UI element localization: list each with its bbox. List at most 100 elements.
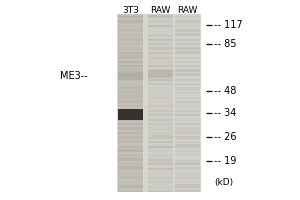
FancyBboxPatch shape (148, 173, 173, 174)
FancyBboxPatch shape (175, 136, 200, 139)
FancyBboxPatch shape (148, 43, 173, 45)
FancyBboxPatch shape (148, 135, 173, 139)
FancyBboxPatch shape (175, 131, 200, 134)
FancyBboxPatch shape (118, 16, 143, 18)
FancyBboxPatch shape (148, 191, 173, 192)
FancyBboxPatch shape (118, 29, 143, 32)
FancyBboxPatch shape (118, 55, 143, 58)
FancyBboxPatch shape (148, 74, 173, 76)
FancyBboxPatch shape (118, 20, 143, 23)
FancyBboxPatch shape (148, 31, 173, 32)
FancyBboxPatch shape (118, 182, 143, 183)
FancyBboxPatch shape (148, 168, 173, 170)
FancyBboxPatch shape (118, 136, 143, 139)
FancyBboxPatch shape (118, 80, 143, 81)
FancyBboxPatch shape (175, 150, 200, 152)
FancyBboxPatch shape (175, 173, 200, 174)
FancyBboxPatch shape (118, 140, 143, 143)
FancyBboxPatch shape (175, 33, 200, 36)
FancyBboxPatch shape (148, 39, 173, 41)
FancyBboxPatch shape (118, 185, 143, 188)
FancyBboxPatch shape (148, 110, 173, 112)
Text: -- 117: -- 117 (214, 20, 243, 30)
FancyBboxPatch shape (118, 43, 143, 45)
FancyBboxPatch shape (148, 62, 173, 63)
FancyBboxPatch shape (148, 89, 173, 90)
FancyBboxPatch shape (118, 149, 143, 152)
FancyBboxPatch shape (148, 146, 173, 148)
FancyBboxPatch shape (148, 181, 173, 183)
FancyBboxPatch shape (175, 79, 200, 81)
FancyBboxPatch shape (175, 160, 200, 161)
FancyBboxPatch shape (148, 57, 173, 58)
FancyBboxPatch shape (118, 86, 143, 90)
FancyBboxPatch shape (175, 43, 200, 45)
FancyBboxPatch shape (175, 61, 200, 63)
FancyBboxPatch shape (148, 25, 173, 27)
Text: ME3--: ME3-- (60, 71, 88, 81)
FancyBboxPatch shape (148, 15, 173, 18)
FancyBboxPatch shape (118, 52, 143, 54)
FancyBboxPatch shape (175, 176, 200, 179)
FancyBboxPatch shape (175, 16, 200, 18)
FancyBboxPatch shape (148, 65, 173, 67)
FancyBboxPatch shape (175, 101, 200, 103)
FancyBboxPatch shape (118, 38, 143, 41)
FancyBboxPatch shape (118, 95, 143, 99)
FancyBboxPatch shape (175, 14, 200, 192)
FancyBboxPatch shape (118, 166, 143, 170)
FancyBboxPatch shape (118, 176, 143, 179)
FancyBboxPatch shape (175, 25, 200, 27)
FancyBboxPatch shape (175, 123, 200, 125)
FancyBboxPatch shape (118, 115, 143, 116)
FancyBboxPatch shape (148, 162, 173, 165)
FancyBboxPatch shape (118, 191, 143, 192)
FancyBboxPatch shape (175, 114, 200, 116)
Text: RAW: RAW (150, 6, 171, 15)
Text: -- 26: -- 26 (214, 132, 237, 142)
FancyBboxPatch shape (148, 159, 173, 161)
FancyBboxPatch shape (175, 120, 200, 121)
FancyBboxPatch shape (175, 39, 200, 41)
FancyBboxPatch shape (118, 109, 143, 112)
FancyBboxPatch shape (175, 84, 200, 85)
FancyBboxPatch shape (118, 119, 143, 121)
FancyBboxPatch shape (175, 153, 200, 156)
FancyBboxPatch shape (148, 35, 173, 36)
FancyBboxPatch shape (118, 91, 143, 94)
FancyBboxPatch shape (175, 57, 200, 58)
FancyBboxPatch shape (148, 102, 173, 103)
FancyBboxPatch shape (148, 114, 173, 116)
FancyBboxPatch shape (148, 177, 173, 179)
Text: RAW: RAW (177, 6, 198, 15)
FancyBboxPatch shape (148, 96, 173, 99)
FancyBboxPatch shape (148, 20, 173, 23)
FancyBboxPatch shape (148, 79, 173, 81)
Text: -- 34: -- 34 (214, 108, 237, 118)
FancyBboxPatch shape (148, 119, 173, 121)
FancyBboxPatch shape (175, 144, 200, 148)
FancyBboxPatch shape (118, 123, 143, 125)
FancyBboxPatch shape (148, 155, 173, 156)
Text: -- 48: -- 48 (214, 86, 237, 96)
FancyBboxPatch shape (148, 70, 173, 78)
FancyBboxPatch shape (118, 100, 143, 103)
FancyBboxPatch shape (175, 65, 200, 67)
FancyBboxPatch shape (175, 29, 200, 32)
FancyBboxPatch shape (118, 26, 143, 27)
FancyBboxPatch shape (118, 72, 143, 80)
Text: (kD): (kD) (214, 178, 234, 188)
Text: -- 19: -- 19 (214, 156, 237, 166)
FancyBboxPatch shape (148, 141, 173, 143)
FancyBboxPatch shape (175, 73, 200, 76)
FancyBboxPatch shape (118, 158, 143, 161)
FancyBboxPatch shape (118, 173, 143, 174)
FancyBboxPatch shape (118, 14, 143, 192)
FancyBboxPatch shape (117, 14, 201, 192)
FancyBboxPatch shape (118, 65, 143, 67)
FancyBboxPatch shape (175, 167, 200, 170)
FancyBboxPatch shape (118, 155, 143, 156)
FancyBboxPatch shape (175, 51, 200, 54)
FancyBboxPatch shape (175, 106, 200, 107)
FancyBboxPatch shape (148, 123, 173, 125)
